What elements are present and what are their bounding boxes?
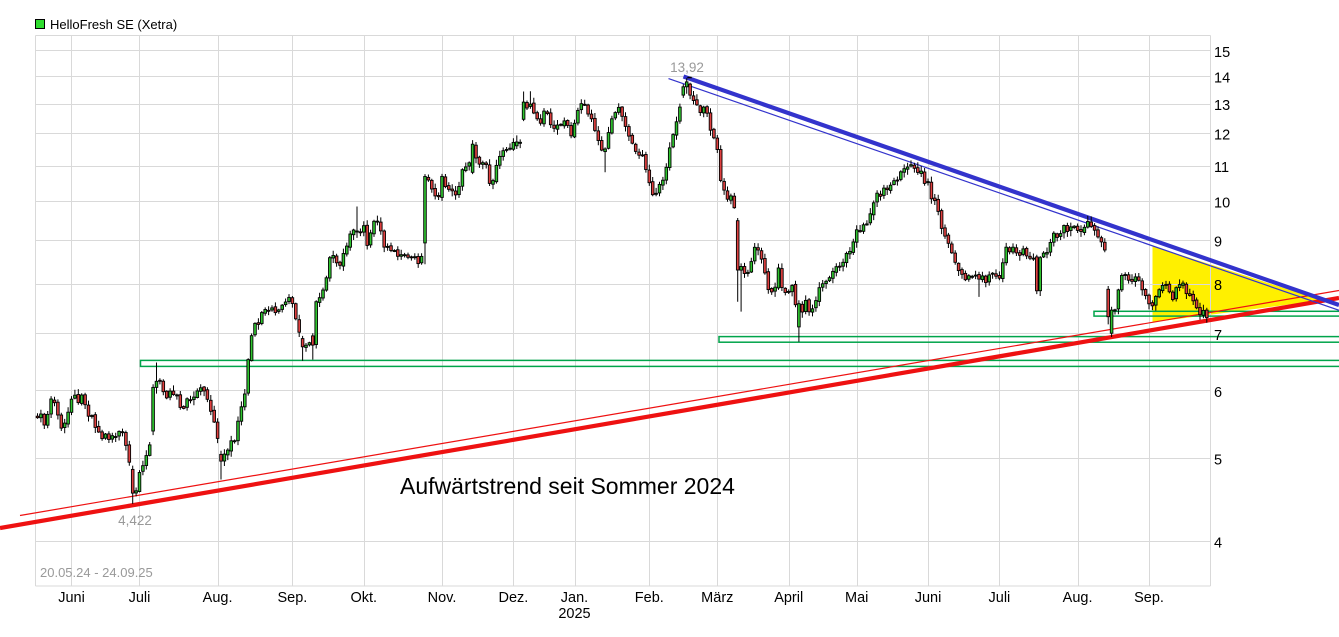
- svg-text:Okt.: Okt.: [351, 590, 378, 606]
- svg-text:Aug.: Aug.: [203, 590, 233, 606]
- svg-text:Mai: Mai: [845, 590, 868, 606]
- svg-text:Aug.: Aug.: [1063, 590, 1093, 606]
- svg-text:14: 14: [1214, 71, 1230, 87]
- svg-text:Feb.: Feb.: [635, 590, 664, 606]
- svg-text:9: 9: [1214, 235, 1222, 251]
- svg-text:Sep.: Sep.: [1134, 590, 1164, 606]
- svg-text:Jan.: Jan.: [561, 590, 588, 606]
- svg-text:Juni: Juni: [58, 590, 85, 606]
- svg-text:Juli: Juli: [989, 590, 1011, 606]
- svg-text:13: 13: [1214, 98, 1230, 114]
- svg-text:Juli: Juli: [129, 590, 151, 606]
- svg-text:Dez.: Dez.: [498, 590, 528, 606]
- svg-text:12: 12: [1214, 128, 1230, 144]
- svg-text:2025: 2025: [558, 606, 590, 622]
- svg-text:6: 6: [1214, 385, 1222, 401]
- svg-text:5: 5: [1214, 453, 1222, 469]
- svg-text:HelloFresh SE (Xetra): HelloFresh SE (Xetra): [50, 17, 177, 32]
- svg-text:Sep.: Sep.: [277, 590, 307, 606]
- svg-text:Aufwärtstrend seit Sommer 2024: Aufwärtstrend seit Sommer 2024: [400, 473, 735, 499]
- svg-text:15: 15: [1214, 45, 1230, 61]
- svg-text:7: 7: [1214, 328, 1222, 344]
- svg-text:Nov.: Nov.: [428, 590, 457, 606]
- svg-text:8: 8: [1214, 278, 1222, 294]
- svg-text:10: 10: [1214, 195, 1230, 211]
- svg-text:11: 11: [1214, 160, 1229, 176]
- svg-text:20.05.24 - 24.09.25: 20.05.24 - 24.09.25: [40, 565, 153, 580]
- svg-text:Juni: Juni: [915, 590, 942, 606]
- svg-text:4: 4: [1214, 535, 1222, 551]
- svg-text:April: April: [774, 590, 803, 606]
- svg-text:März: März: [701, 590, 733, 606]
- svg-text:4,422: 4,422: [118, 513, 152, 528]
- svg-text:13,92: 13,92: [670, 60, 704, 75]
